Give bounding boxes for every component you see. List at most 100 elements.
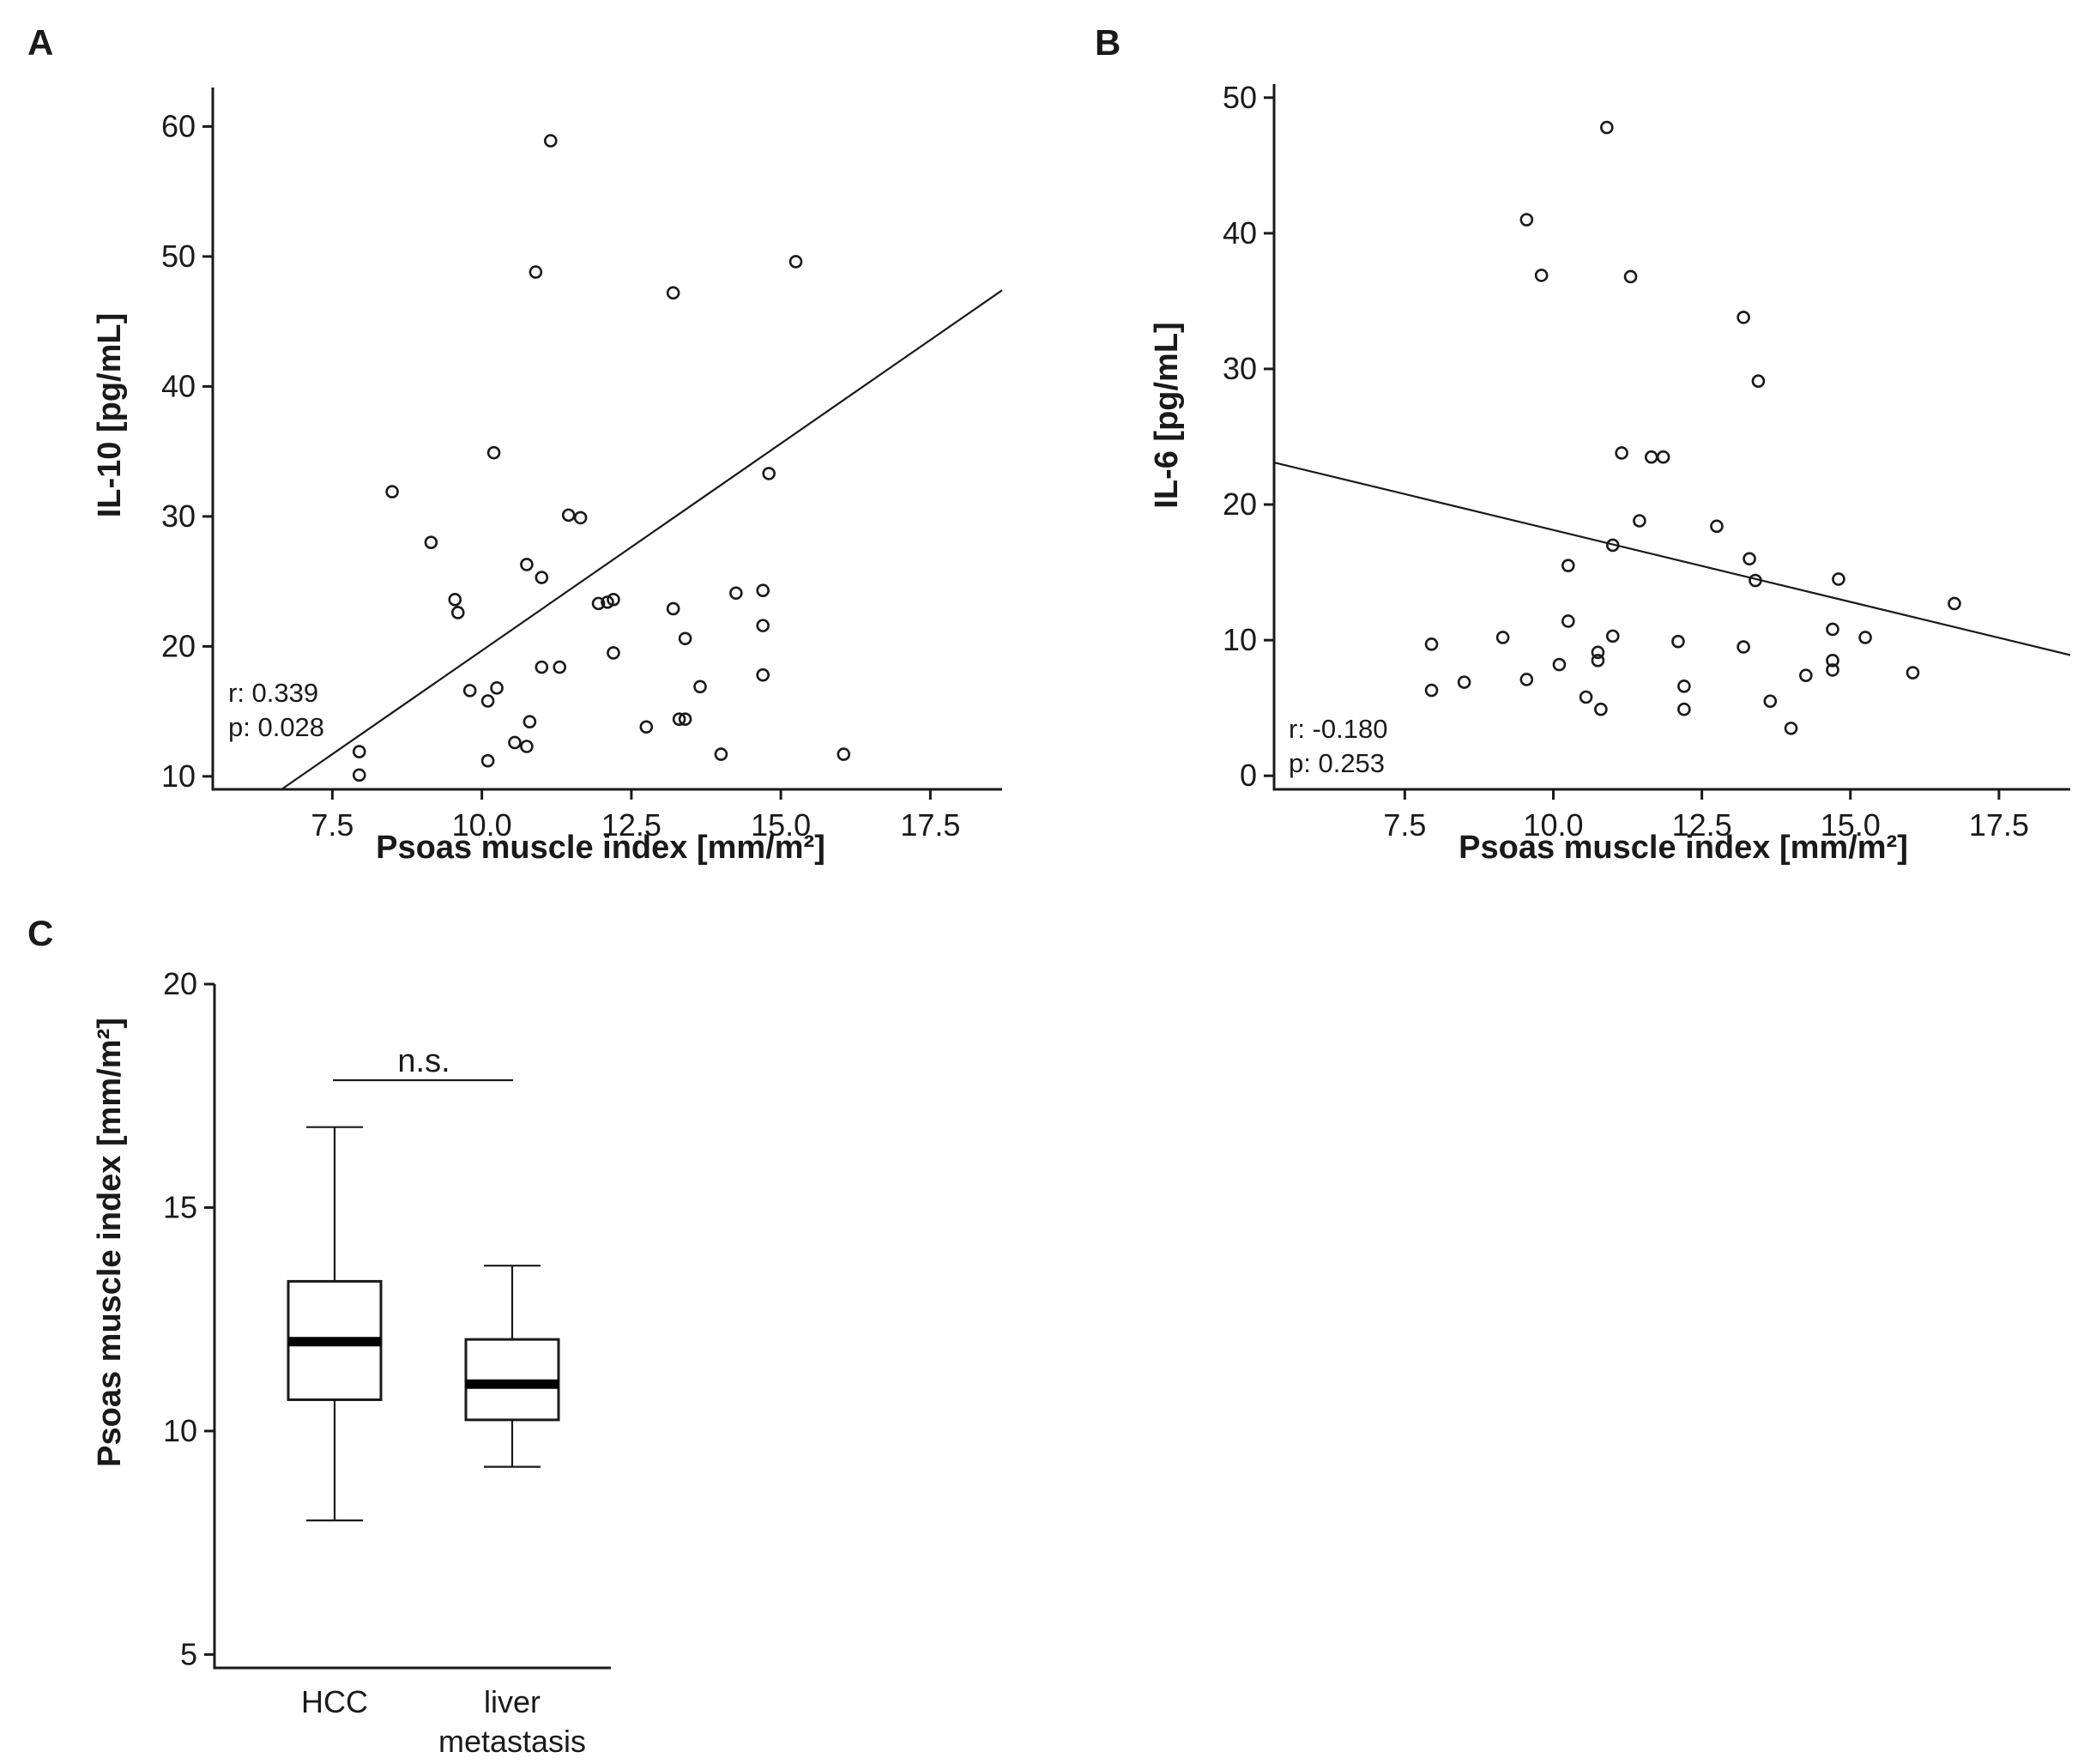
data-point xyxy=(693,680,707,694)
data-point xyxy=(543,134,558,148)
data-point xyxy=(522,715,537,729)
x-tick-label: 15.0 xyxy=(1821,807,1881,843)
panel-c-boxplot: 5 10 15 20 n.s. HCC liver metastasis Psoas … xyxy=(92,966,611,1759)
data-point xyxy=(561,508,576,523)
y-tick-label: 20 xyxy=(163,966,197,1001)
panel-a-x-ticks: 7.5 10.0 12.5 15.0 17.5 xyxy=(311,789,960,843)
data-point xyxy=(1906,666,1920,680)
data-point xyxy=(666,601,680,616)
category-label-liver-metastasis-line1: liver xyxy=(484,1684,541,1719)
x-tick-label: 17.5 xyxy=(900,807,960,843)
data-point xyxy=(607,646,620,660)
data-point xyxy=(756,583,770,598)
data-point xyxy=(1561,559,1575,572)
y-tick-label: 40 xyxy=(1223,215,1257,251)
data-point xyxy=(678,631,692,646)
x-tick-label: 17.5 xyxy=(1969,807,2029,843)
y-tick-label: 0 xyxy=(1240,758,1257,793)
data-point xyxy=(1677,680,1691,693)
data-point xyxy=(535,571,549,584)
data-point xyxy=(756,619,770,632)
data-point xyxy=(480,694,495,708)
panel-b-r-value: r: -0.180 xyxy=(1289,714,1387,744)
data-point xyxy=(553,660,567,674)
data-point xyxy=(480,753,495,768)
panel-a-y-ticks: 10 20 30 40 50 60 xyxy=(161,108,213,794)
panel-c-boxes xyxy=(287,1126,560,1522)
data-point xyxy=(508,735,522,750)
data-point xyxy=(1784,722,1798,735)
panel-label-b: B xyxy=(1095,22,1121,63)
panel-b-x-ticks: 7.5 10.0 12.5 15.0 17.5 xyxy=(1383,789,2029,843)
data-point xyxy=(1737,311,1750,324)
data-point xyxy=(1743,552,1756,566)
data-point xyxy=(591,596,606,611)
data-point xyxy=(1633,514,1646,528)
panel-b-x-title: Psoas muscle index [mm/m²] xyxy=(1459,830,1908,866)
x-tick-label: 7.5 xyxy=(1383,807,1426,843)
panel-label-c: C xyxy=(27,913,53,953)
data-point xyxy=(1826,663,1839,677)
data-point xyxy=(788,255,803,269)
category-label-liver-metastasis-line2: metastasis xyxy=(438,1724,586,1759)
data-point xyxy=(1457,675,1471,689)
panel-b-axes xyxy=(1272,84,2070,791)
panel-b-scatter: 0 10 20 30 40 50 7.5 10.0 12.5 15.0 17.5 r: -0.18… xyxy=(1149,80,2071,866)
data-point xyxy=(1424,637,1439,651)
data-point xyxy=(1591,645,1605,660)
data-point xyxy=(1710,519,1724,534)
data-point xyxy=(1671,634,1685,649)
data-point xyxy=(385,485,399,498)
x-tick-label: 15.0 xyxy=(751,807,811,843)
y-tick-label: 30 xyxy=(1223,351,1257,386)
data-point xyxy=(1826,654,1839,668)
y-tick-label: 20 xyxy=(161,628,196,663)
data-point xyxy=(639,720,654,734)
panel-a-r-value: r: 0.339 xyxy=(228,678,318,708)
x-tick-label: 7.5 xyxy=(311,807,353,843)
data-point xyxy=(1519,673,1534,686)
data-point xyxy=(1495,631,1510,644)
data-point xyxy=(1623,269,1638,284)
data-point xyxy=(1799,668,1813,683)
data-point xyxy=(678,712,692,727)
data-point xyxy=(729,586,743,601)
data-point xyxy=(424,535,438,549)
data-point xyxy=(529,265,543,279)
data-point xyxy=(573,510,588,525)
data-point xyxy=(352,745,366,758)
data-point xyxy=(1826,622,1839,637)
panel-c-axes xyxy=(213,984,611,1670)
panel-a-axes xyxy=(211,88,1002,791)
panel-a-y-title: IL-10 [pg/mL] xyxy=(92,313,128,518)
panel-a-p-value: p: 0.028 xyxy=(228,712,324,742)
data-point xyxy=(666,286,680,300)
y-tick-label: 30 xyxy=(161,498,196,534)
data-point xyxy=(1858,631,1872,644)
data-point xyxy=(450,606,465,619)
data-point xyxy=(1656,450,1670,464)
y-tick-label: 50 xyxy=(161,239,196,274)
x-tick-label: 10.0 xyxy=(1523,807,1583,843)
data-point xyxy=(672,712,686,727)
panel-a-scatter: 10 20 30 40 50 60 7.5 10.0 12.5 15.0 17.5 r: 0.33… xyxy=(92,88,1003,866)
data-point xyxy=(535,660,549,674)
panel-c-y-ticks: 5 10 15 20 xyxy=(163,966,214,1671)
data-point xyxy=(1594,702,1608,716)
data-point xyxy=(1561,614,1575,628)
data-point xyxy=(490,681,504,695)
panel-a-regression-line xyxy=(281,289,1003,790)
y-tick-label: 60 xyxy=(161,108,196,143)
panel-label-a: A xyxy=(27,22,53,63)
data-point xyxy=(1832,572,1845,586)
y-tick-label: 15 xyxy=(163,1189,197,1224)
data-point xyxy=(607,593,620,607)
y-tick-label: 20 xyxy=(1223,486,1257,522)
data-point xyxy=(1534,269,1549,282)
box-hcc xyxy=(287,1126,383,1522)
data-point xyxy=(1424,683,1439,698)
x-tick-label: 10.0 xyxy=(452,807,512,843)
panel-b-points xyxy=(1424,120,1961,735)
data-point xyxy=(1948,596,1961,611)
data-point xyxy=(714,747,728,761)
